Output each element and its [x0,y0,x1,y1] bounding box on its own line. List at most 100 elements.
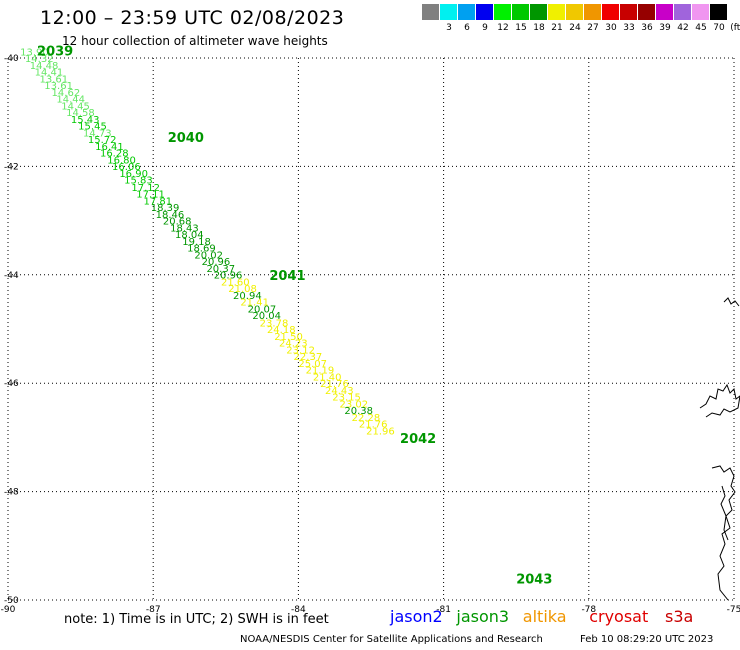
scale-tick-label: 42 [677,23,689,33]
wave-height-value: 14.58 [66,108,95,119]
coastline [711,465,736,601]
satellite-name: altika [522,607,567,626]
time-label: 2039 [37,44,73,59]
wave-height-value: 23.78 [260,318,289,329]
wave-height-value: 20.68 [163,216,192,227]
wave-height-value: 14.73 [83,129,112,140]
lat-axis-label: -42 [4,162,19,172]
wave-height-value: 14.44 [56,94,85,105]
scale-swatch [674,4,691,20]
scale-unit-label: (ft) [730,23,740,33]
wave-height-value: 13.61 [39,74,68,85]
wave-height-value: 18.69 [187,243,216,254]
wave-height-value: 23.02 [340,400,369,411]
wave-height-value: 14.62 [52,88,81,99]
wave-height-value: 25.07 [298,359,327,370]
wave-height-value: 20.94 [233,291,262,302]
scale-tick-label: 12 [497,23,509,33]
generated-timestamp: Feb 10 08:29:20 UTC 2023 [580,634,714,645]
scale-swatch [494,4,511,20]
time-label: 2041 [269,269,305,284]
scale-swatch [458,4,475,20]
wave-height-value: 18.46 [156,210,185,221]
wave-height-value: 20.04 [252,311,281,322]
wave-height-value: 18.43 [170,223,199,234]
scale-swatch [692,4,709,20]
wave-height-value: 21.08 [228,284,257,295]
wave-height-value: 18.39 [151,203,180,214]
wave-height-value: 21.19 [306,365,335,376]
wave-height-value: 14.41 [35,67,64,78]
lat-axis-label: -40 [4,54,19,64]
lon-axis-label: -78 [581,605,596,615]
scale-swatch [710,4,727,20]
lon-axis-label: -90 [1,605,16,615]
wave-height-value: 16.90 [119,169,148,180]
wave-height-value: 21.96 [366,427,395,438]
wave-height-value: 17.12 [131,183,160,194]
scale-swatch [584,4,601,20]
scale-swatch [422,4,439,20]
scale-swatch [548,4,565,20]
satellite-name: s3a [665,607,694,626]
wave-height-value: 20.37 [206,264,235,275]
scale-tick-label: 15 [515,23,527,33]
wave-height-value: 14.32 [25,54,54,65]
satellite-name: jason3 [456,607,510,626]
wave-height-value: 16.41 [95,142,124,153]
scale-tick-label: 18 [533,23,545,33]
scale-swatch [566,4,583,20]
lon-axis-label: -84 [291,605,306,615]
wave-height-value: 17.11 [136,189,165,200]
wave-height-value: 17.81 [144,196,173,207]
wave-height-value: 24.23 [279,338,308,349]
scale-tick-label: 9 [482,23,488,33]
wave-height-value: 24.18 [267,325,296,336]
wave-height-value: 20.07 [248,305,277,316]
wave-height-value: 15.72 [88,135,117,146]
wave-height-value: 15.45 [78,122,107,133]
scale-tick-label: 70 [713,23,725,33]
wave-height-value: 15.83 [124,176,153,187]
scale-tick-label: 30 [605,23,617,33]
scale-tick-label: 36 [641,23,653,33]
wave-height-value: 21.76 [320,379,349,390]
scale-tick-label: 21 [551,23,563,33]
scale-tick-label: 39 [659,23,671,33]
wave-height-value: 20.96 [202,257,231,268]
wave-height-value: 16.80 [107,156,136,167]
wave-height-value: 14.48 [30,61,59,72]
wave-height-value: 14.45 [61,101,90,112]
scale-tick-label: 27 [587,23,599,33]
scale-tick-label: 33 [623,23,635,33]
scale-swatch [476,4,493,20]
coastline [699,383,740,418]
wave-height-value: 20.38 [344,406,373,417]
satellite-name: cryosat [589,607,649,626]
wave-height-value: 23.15 [332,393,361,404]
credit-line: NOAA/NESDIS Center for Satellite Applica… [240,634,543,645]
scale-swatch [620,4,637,20]
wave-height-value: 20.02 [194,251,223,262]
wave-height-value: 13.61 [44,81,73,92]
scale-swatch [440,4,457,20]
wave-height-value: 21.76 [359,420,388,431]
scale-swatch [530,4,547,20]
wave-height-value: 21.60 [221,278,250,289]
lon-axis-label: -81 [436,605,451,615]
scale-swatch [512,4,529,20]
coastline [723,297,740,307]
wave-height-value: 22.28 [352,413,381,424]
time-label: 2043 [516,573,552,588]
scale-swatch [656,4,673,20]
wave-height-value: 15.43 [71,115,100,126]
page-title: 12:00 – 23:59 UTC 02/08/2023 [40,7,345,29]
wave-height-value: 16.06 [112,162,141,173]
lat-axis-label: -50 [4,596,19,606]
wave-height-value: 18.04 [175,230,204,241]
wave-height-value: 19.18 [182,237,211,248]
wave-height-value: 21.50 [274,332,303,343]
wave-height-value: 21.41 [240,298,269,309]
wave-height-value: 20.96 [214,271,243,282]
